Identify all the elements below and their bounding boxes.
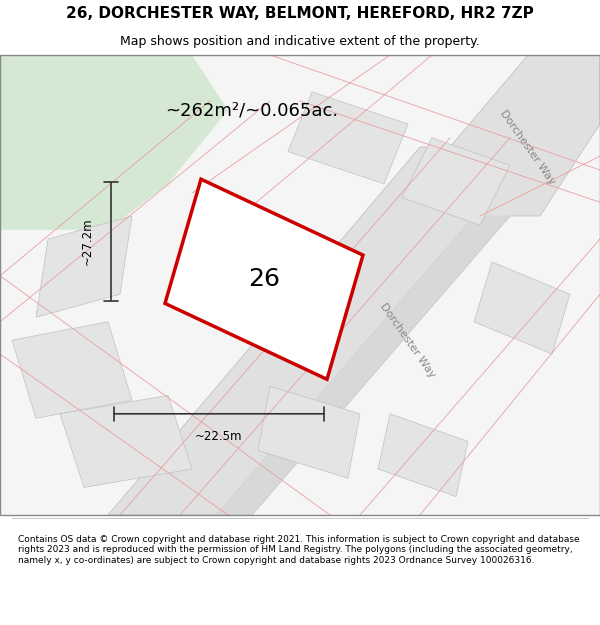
Polygon shape bbox=[36, 216, 132, 318]
Text: Map shows position and indicative extent of the property.: Map shows position and indicative extent… bbox=[120, 35, 480, 48]
Text: ~262m²/~0.065ac.: ~262m²/~0.065ac. bbox=[166, 101, 338, 119]
Polygon shape bbox=[258, 386, 360, 478]
Polygon shape bbox=[0, 55, 228, 230]
Text: ~22.5m: ~22.5m bbox=[195, 430, 243, 443]
Polygon shape bbox=[12, 322, 132, 418]
Text: 26, DORCHESTER WAY, BELMONT, HEREFORD, HR2 7ZP: 26, DORCHESTER WAY, BELMONT, HEREFORD, H… bbox=[66, 6, 534, 21]
Text: ~27.2m: ~27.2m bbox=[80, 217, 94, 265]
Text: Contains OS data © Crown copyright and database right 2021. This information is : Contains OS data © Crown copyright and d… bbox=[18, 535, 580, 564]
Polygon shape bbox=[216, 216, 510, 515]
Polygon shape bbox=[474, 262, 570, 354]
Polygon shape bbox=[288, 92, 408, 184]
Text: Dorchester Way: Dorchester Way bbox=[379, 301, 437, 379]
Text: 26: 26 bbox=[248, 268, 280, 291]
Polygon shape bbox=[402, 138, 510, 225]
Polygon shape bbox=[108, 55, 600, 515]
Polygon shape bbox=[60, 396, 192, 488]
Polygon shape bbox=[378, 414, 468, 497]
Text: Dorchester Way: Dorchester Way bbox=[499, 108, 557, 186]
Polygon shape bbox=[165, 179, 363, 379]
